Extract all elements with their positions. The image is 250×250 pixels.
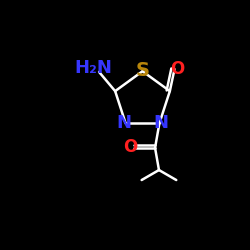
- Text: O: O: [123, 138, 138, 156]
- Text: S: S: [136, 61, 149, 80]
- Text: N: N: [117, 114, 132, 132]
- Text: O: O: [170, 60, 185, 78]
- Text: N: N: [153, 114, 168, 132]
- Text: H₂N: H₂N: [74, 59, 112, 77]
